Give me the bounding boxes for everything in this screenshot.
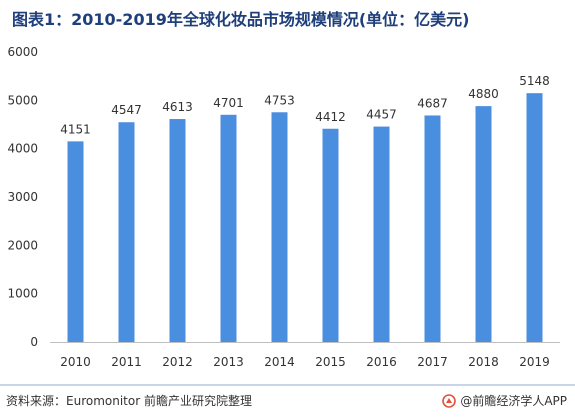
x-tick-label-2010: 2010 (60, 355, 91, 369)
value-label-2015: 4412 (315, 110, 346, 124)
x-tick-label-2011: 2011 (111, 355, 142, 369)
y-tick-label: 5000 (7, 93, 38, 107)
value-label-2012: 4613 (162, 100, 193, 114)
y-tick-label: 4000 (7, 142, 38, 156)
chart-title: 图表1：2010-2019年全球化妆品市场规模情况(单位：亿美元) (12, 10, 470, 29)
bar-2019 (526, 93, 543, 343)
value-label-2019: 5148 (519, 74, 550, 88)
bar-2016 (373, 126, 390, 342)
bar-2013 (220, 114, 237, 342)
value-label-2013: 4701 (213, 96, 244, 110)
bar-2018 (475, 106, 492, 342)
x-tick-label-2016: 2016 (366, 355, 397, 369)
bar-2012 (169, 119, 186, 342)
bar-2010 (67, 141, 84, 342)
value-label-2016: 4457 (366, 108, 397, 122)
x-axis-tick-labels: 2010 2011 2012 2013 2014 2015 2016 2017 2018 2019 (60, 355, 550, 369)
bars-group (67, 93, 543, 343)
bar-2017 (424, 115, 441, 342)
source-note: 资料来源：Euromonitor 前瞻产业研究院整理 (6, 394, 252, 408)
x-tick-label-2017: 2017 (417, 355, 448, 369)
value-labels-group: 4151 4547 4613 4701 4753 4412 4457 4687 4880 5148 (60, 74, 550, 136)
value-label-2017: 4687 (417, 96, 448, 110)
bar-2011 (118, 122, 135, 342)
footer-divider (0, 384, 575, 386)
x-tick-label-2014: 2014 (264, 355, 295, 369)
y-tick-label: 6000 (7, 45, 38, 59)
bar-2015 (322, 128, 339, 342)
brand-text: @前瞻经济学人APP (460, 394, 567, 408)
x-tick-label-2018: 2018 (468, 355, 499, 369)
value-label-2014: 4753 (264, 93, 295, 107)
y-axis-tick-labels: 0 1000 2000 3000 4000 5000 6000 (7, 45, 38, 349)
bar-2014 (271, 112, 288, 342)
value-label-2018: 4880 (468, 87, 499, 101)
brand-attribution: @前瞻经济学人APP (442, 392, 567, 409)
value-label-2011: 4547 (111, 103, 142, 117)
x-tick-label-2015: 2015 (315, 355, 346, 369)
value-label-2010: 4151 (60, 122, 91, 136)
bar-chart: 0 1000 2000 3000 4000 5000 6000 4151 4547 4613 47… (7, 45, 560, 369)
x-tick-label-2019: 2019 (519, 355, 550, 369)
y-tick-label: 1000 (7, 287, 38, 301)
x-tick-label-2012: 2012 (162, 355, 193, 369)
y-tick-label: 0 (30, 335, 38, 349)
x-tick-label-2013: 2013 (213, 355, 244, 369)
qianzhan-logo-icon (442, 393, 457, 408)
y-tick-label: 2000 (7, 238, 38, 252)
y-tick-label: 3000 (7, 190, 38, 204)
